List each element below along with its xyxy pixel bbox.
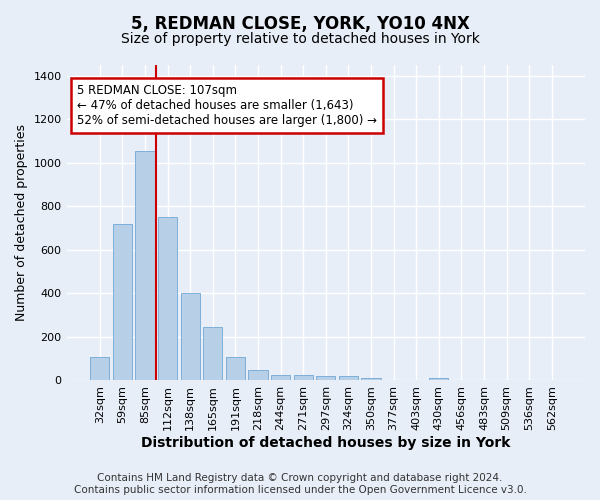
Bar [136,151,155,380]
Bar [203,327,223,380]
Bar [271,374,290,380]
Bar [181,294,200,380]
Bar [361,378,380,380]
X-axis label: Distribution of detached houses by size in York: Distribution of detached houses by size … [141,436,511,450]
Bar [90,357,109,380]
Bar [339,376,358,380]
Text: Contains HM Land Registry data © Crown copyright and database right 2024.
Contai: Contains HM Land Registry data © Crown c… [74,474,526,495]
Bar [113,224,132,380]
Bar [429,378,448,380]
Bar [316,376,335,380]
Text: Size of property relative to detached houses in York: Size of property relative to detached ho… [121,32,479,46]
Text: 5 REDMAN CLOSE: 107sqm
← 47% of detached houses are smaller (1,643)
52% of semi-: 5 REDMAN CLOSE: 107sqm ← 47% of detached… [77,84,377,127]
Bar [158,218,177,380]
Bar [226,356,245,380]
Bar [248,370,268,380]
Bar [293,374,313,380]
Y-axis label: Number of detached properties: Number of detached properties [15,124,28,321]
Text: 5, REDMAN CLOSE, YORK, YO10 4NX: 5, REDMAN CLOSE, YORK, YO10 4NX [131,15,469,33]
